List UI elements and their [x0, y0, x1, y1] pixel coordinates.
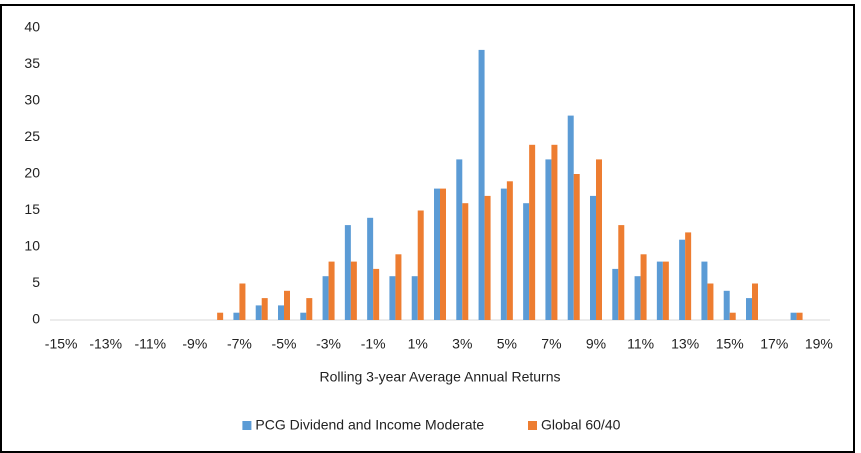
- bar: [723, 290, 730, 320]
- x-tick-label: 15%: [716, 336, 744, 352]
- bar: [796, 312, 803, 320]
- bar: [729, 312, 736, 320]
- bar: [255, 305, 262, 320]
- bar: [662, 261, 669, 320]
- x-tick-label: 9%: [586, 336, 606, 352]
- bar: [462, 203, 469, 320]
- bar: [790, 312, 797, 320]
- y-tick-label: 5: [32, 274, 40, 290]
- y-tick-label: 20: [24, 165, 40, 181]
- bar: [640, 254, 647, 320]
- bar: [306, 298, 313, 320]
- x-tick-label: -13%: [89, 336, 122, 352]
- chart-frame: [0, 4, 855, 453]
- bar: [701, 261, 708, 320]
- bar: [233, 312, 240, 320]
- bar: [590, 195, 596, 320]
- bar: [440, 188, 446, 320]
- bar: [328, 261, 335, 320]
- bar: [573, 174, 580, 320]
- bar: [367, 217, 374, 320]
- y-tick-label: 15: [24, 201, 40, 217]
- bar: [239, 283, 246, 320]
- y-tick-label: 40: [24, 19, 40, 35]
- x-tick-label: -3%: [316, 336, 341, 352]
- y-tick-label: 10: [24, 238, 40, 254]
- x-tick-label: 11%: [627, 336, 654, 352]
- bar: [500, 188, 507, 320]
- x-tick-label: -15%: [45, 336, 78, 352]
- y-tick-label: 25: [24, 128, 40, 144]
- bar: [612, 268, 619, 320]
- legend-label: Global 60/40: [541, 417, 621, 433]
- x-tick-label: -11%: [134, 336, 166, 352]
- bar: [217, 312, 224, 320]
- bar: [484, 195, 491, 320]
- x-axis-title: Rolling 3-year Average Annual Returns: [319, 369, 560, 385]
- x-tick-label: 1%: [408, 336, 428, 352]
- bar: [300, 312, 307, 320]
- bar: [707, 283, 714, 320]
- bar: [618, 225, 625, 320]
- bar: [551, 144, 558, 320]
- bar: [567, 115, 574, 320]
- x-tick-label: 19%: [805, 336, 833, 352]
- bar: [478, 49, 485, 321]
- bar: [322, 276, 329, 320]
- y-tick-label: 35: [24, 55, 40, 71]
- bar: [685, 232, 692, 320]
- bar: [278, 305, 284, 320]
- bar: [746, 298, 752, 320]
- y-tick-label: 30: [24, 92, 40, 108]
- bar: [506, 181, 513, 320]
- x-tick-label: 5%: [497, 336, 517, 352]
- legend-swatch: [528, 421, 537, 430]
- x-tick-label: -7%: [227, 336, 252, 352]
- bar: [373, 268, 380, 320]
- bar: [634, 276, 641, 320]
- bar: [545, 159, 552, 320]
- bar: [456, 159, 463, 320]
- bar: [656, 261, 663, 320]
- x-tick-label: 17%: [760, 336, 788, 352]
- bar: [417, 210, 424, 320]
- bar: [523, 203, 530, 320]
- x-tick-label: -1%: [361, 336, 386, 352]
- x-tick-label: -9%: [182, 336, 207, 352]
- y-tick-label: 0: [32, 311, 40, 327]
- bar: [344, 225, 351, 320]
- bar: [679, 239, 686, 320]
- bar: [350, 261, 357, 320]
- bar: [596, 159, 602, 320]
- bar: [261, 298, 268, 320]
- bar: [752, 283, 758, 320]
- legend-label: PCG Dividend and Income Moderate: [255, 417, 484, 433]
- bar: [434, 188, 440, 320]
- bar: [389, 276, 396, 320]
- x-tick-label: 3%: [452, 336, 472, 352]
- x-tick-label: 7%: [541, 336, 561, 352]
- x-tick-label: 13%: [671, 336, 699, 352]
- legend-swatch: [242, 421, 252, 430]
- bar: [411, 276, 418, 320]
- bar: [395, 254, 402, 320]
- bar: [529, 144, 536, 320]
- x-tick-label: -5%: [272, 336, 297, 352]
- bar: [284, 290, 290, 320]
